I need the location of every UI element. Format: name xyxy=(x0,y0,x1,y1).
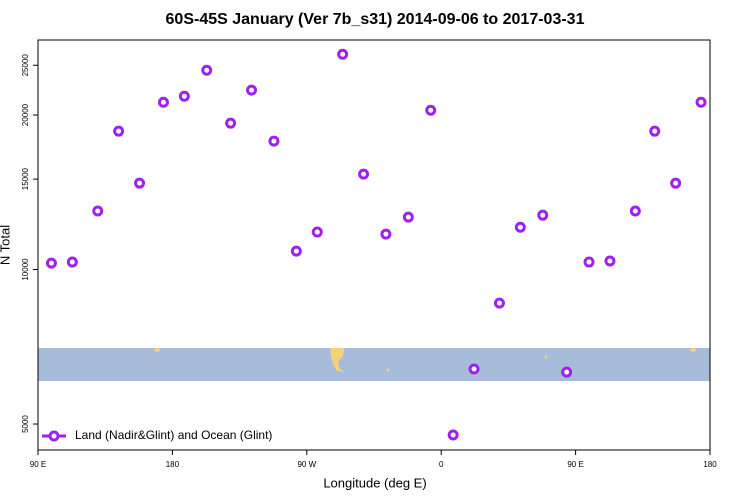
y-tick-label: 15000 xyxy=(21,167,30,190)
legend-marker xyxy=(48,430,60,442)
y-axis-label: N Total xyxy=(0,225,12,265)
land xyxy=(690,348,696,352)
point xyxy=(447,429,459,441)
legend-entry: Land (Nadir&Glint) and Ocean (Glint) xyxy=(42,428,272,442)
point xyxy=(157,96,169,108)
point xyxy=(402,211,414,223)
x-axis-label: Longitude (deg E) xyxy=(323,475,426,490)
chart-title: 60S-45S January (Ver 7b_s31) 2014-09-06 … xyxy=(166,11,585,28)
point xyxy=(268,135,280,147)
point xyxy=(134,177,146,189)
x-tick-label: 90 W xyxy=(297,460,316,469)
point xyxy=(493,297,505,309)
point xyxy=(629,205,641,217)
point xyxy=(113,125,125,137)
point xyxy=(337,48,349,60)
point xyxy=(246,84,258,96)
y-tick-label: 20000 xyxy=(21,103,30,126)
y-tick-label: 10000 xyxy=(21,258,30,281)
point xyxy=(537,209,549,221)
point xyxy=(92,205,104,217)
land xyxy=(386,368,390,372)
point xyxy=(649,125,661,137)
x-tick-label: 180 xyxy=(703,460,717,469)
x-tick-label: 90 E xyxy=(567,460,583,469)
point xyxy=(66,256,78,268)
ocean-band xyxy=(38,348,710,381)
point xyxy=(561,366,573,378)
y-tick-label: 25000 xyxy=(21,54,30,77)
point xyxy=(311,226,323,238)
land xyxy=(330,348,345,372)
y-tick-label: 5000 xyxy=(21,415,30,433)
point xyxy=(604,255,616,267)
x-tick-label: 0 xyxy=(439,460,444,469)
point xyxy=(514,221,526,233)
point xyxy=(695,96,707,108)
map-strip xyxy=(38,348,710,381)
point xyxy=(468,363,480,375)
point xyxy=(45,257,57,269)
x-tick-label: 90 E xyxy=(30,460,46,469)
legend-label: Land (Nadir&Glint) and Ocean (Glint) xyxy=(75,428,272,442)
point xyxy=(358,168,370,180)
point xyxy=(583,256,595,268)
x-tick-label: 180 xyxy=(166,460,180,469)
land xyxy=(154,348,160,352)
point xyxy=(178,90,190,102)
point xyxy=(670,177,682,189)
point xyxy=(290,245,302,257)
plot-frame xyxy=(37,39,711,451)
point xyxy=(225,117,237,129)
point xyxy=(201,64,213,76)
land xyxy=(544,355,548,359)
point xyxy=(380,228,392,240)
point xyxy=(425,104,437,116)
